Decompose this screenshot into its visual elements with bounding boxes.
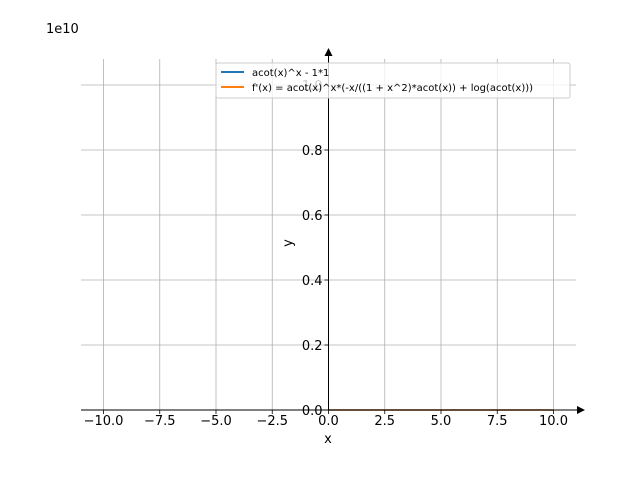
legend-box (215, 62, 571, 99)
x-tick-label: −10.0 (84, 414, 124, 429)
x-tick-label: 7.5 (487, 414, 508, 429)
x-tick-label: 5.0 (431, 414, 452, 429)
y-axis-label: y (281, 239, 296, 247)
y-tick-label: 0.2 (302, 339, 323, 354)
y-offset-text: 1e10 (46, 22, 79, 37)
x-tick-label: 10.0 (539, 414, 568, 429)
axes (81, 48, 585, 414)
y-axis-arrow (324, 48, 333, 56)
x-axis-arrow (577, 406, 585, 414)
legend: acot(x)^x - 1*1 f'(x) = acot(x)^x*(-x/((… (215, 62, 571, 99)
x-axis-label: x (324, 432, 332, 447)
legend-label-series-2: f'(x) = acot(x)^x*(-x/((1 + x^2)*acot(x)… (252, 83, 533, 94)
y-tick-label: 0.4 (302, 274, 323, 289)
x-tick-label: −5.0 (200, 414, 232, 429)
x-tick-label: −2.5 (256, 414, 288, 429)
x-tick-label: −7.5 (144, 414, 176, 429)
x-tick-label: 2.5 (374, 414, 395, 429)
y-tick-label: 0.6 (302, 209, 323, 224)
legend-label-series-1: acot(x)^x - 1*1 (252, 68, 329, 79)
x-tick-label: 0.0 (318, 414, 339, 429)
y-tick-label: 0.8 (302, 144, 323, 159)
tick-labels: −10.0 −7.5 −5.0 −2.5 0.0 2.5 5.0 7.5 10.0 0.0 0.2 0… (84, 79, 568, 429)
y-tick-label: 0.0 (302, 404, 323, 419)
